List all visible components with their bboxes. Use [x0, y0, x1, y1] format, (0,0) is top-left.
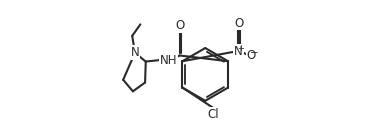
Text: N: N: [234, 45, 243, 58]
Text: −: −: [250, 48, 258, 58]
Text: O: O: [234, 17, 244, 30]
Text: +: +: [237, 44, 244, 53]
Text: O: O: [246, 49, 256, 62]
Text: N: N: [131, 46, 139, 59]
Text: NH: NH: [160, 54, 178, 67]
Text: Cl: Cl: [208, 108, 219, 121]
Text: O: O: [176, 19, 185, 32]
